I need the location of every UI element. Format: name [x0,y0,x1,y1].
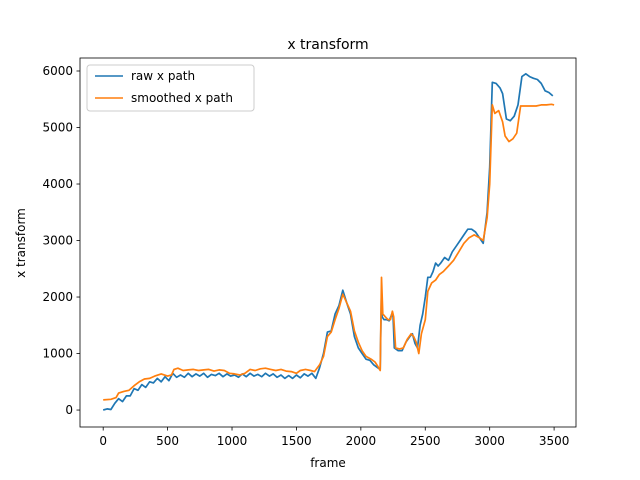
y-tick-label: 1000 [42,347,73,361]
chart-title: x transform [287,37,368,53]
x-tick-label: 3000 [474,434,505,448]
legend: raw x path smoothed x path [86,64,255,112]
series-layer [102,72,555,411]
legend-label-smoothed: smoothed x path [131,91,233,105]
y-tick-label: 6000 [42,64,73,78]
plot-frame [79,57,577,428]
y-tick-label: 2000 [42,290,73,304]
x-tick-label: 2000 [346,434,377,448]
y-tick-label: 4000 [42,177,73,191]
x-axis: 0 500 1000 1500 2000 2500 3000 3500 [99,427,569,448]
y-axis: 0 1000 2000 3000 4000 5000 6000 [42,64,80,417]
legend-label-raw: raw x path [131,69,195,83]
legend-box [86,64,255,112]
x-axis-label: frame [310,456,346,470]
x-tick-label: 2500 [410,434,441,448]
x-tick-label: 500 [156,434,179,448]
plot-area [80,58,576,427]
y-axis-label: x transform [14,208,28,278]
y-tick-label: 3000 [42,234,73,248]
x-tick-label: 0 [99,434,107,448]
y-tick-label: 0 [65,403,73,417]
y-tick-label: 5000 [42,121,73,135]
x-tick-label: 3500 [539,434,570,448]
x-tick-label: 1500 [281,434,312,448]
x-tick-label: 1000 [217,434,248,448]
smoothed-x-path-line [103,103,555,401]
